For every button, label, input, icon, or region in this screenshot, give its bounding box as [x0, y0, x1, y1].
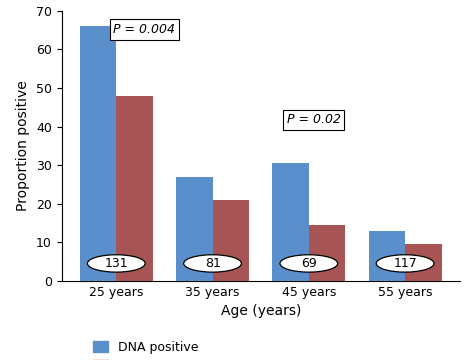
Ellipse shape [87, 255, 145, 272]
Ellipse shape [184, 255, 241, 272]
Y-axis label: Proportion positive: Proportion positive [16, 80, 30, 211]
Text: 117: 117 [393, 257, 417, 270]
Bar [80, 26, 116, 281]
Text: 81: 81 [205, 257, 220, 270]
Text: P = 0.004: P = 0.004 [113, 23, 175, 36]
Ellipse shape [280, 255, 337, 272]
Bar [116, 96, 153, 281]
Ellipse shape [376, 255, 434, 272]
Legend: DNA positive, Egg positive: DNA positive, Egg positive [88, 336, 203, 360]
X-axis label: Age (years): Age (years) [220, 304, 301, 318]
Bar [309, 225, 346, 281]
Bar [405, 244, 442, 281]
Text: P = 0.02: P = 0.02 [287, 113, 341, 126]
Text: 131: 131 [104, 257, 128, 270]
Bar [212, 200, 249, 281]
Bar [368, 231, 405, 281]
Text: 69: 69 [301, 257, 317, 270]
Bar [176, 177, 212, 281]
Bar [272, 163, 309, 281]
